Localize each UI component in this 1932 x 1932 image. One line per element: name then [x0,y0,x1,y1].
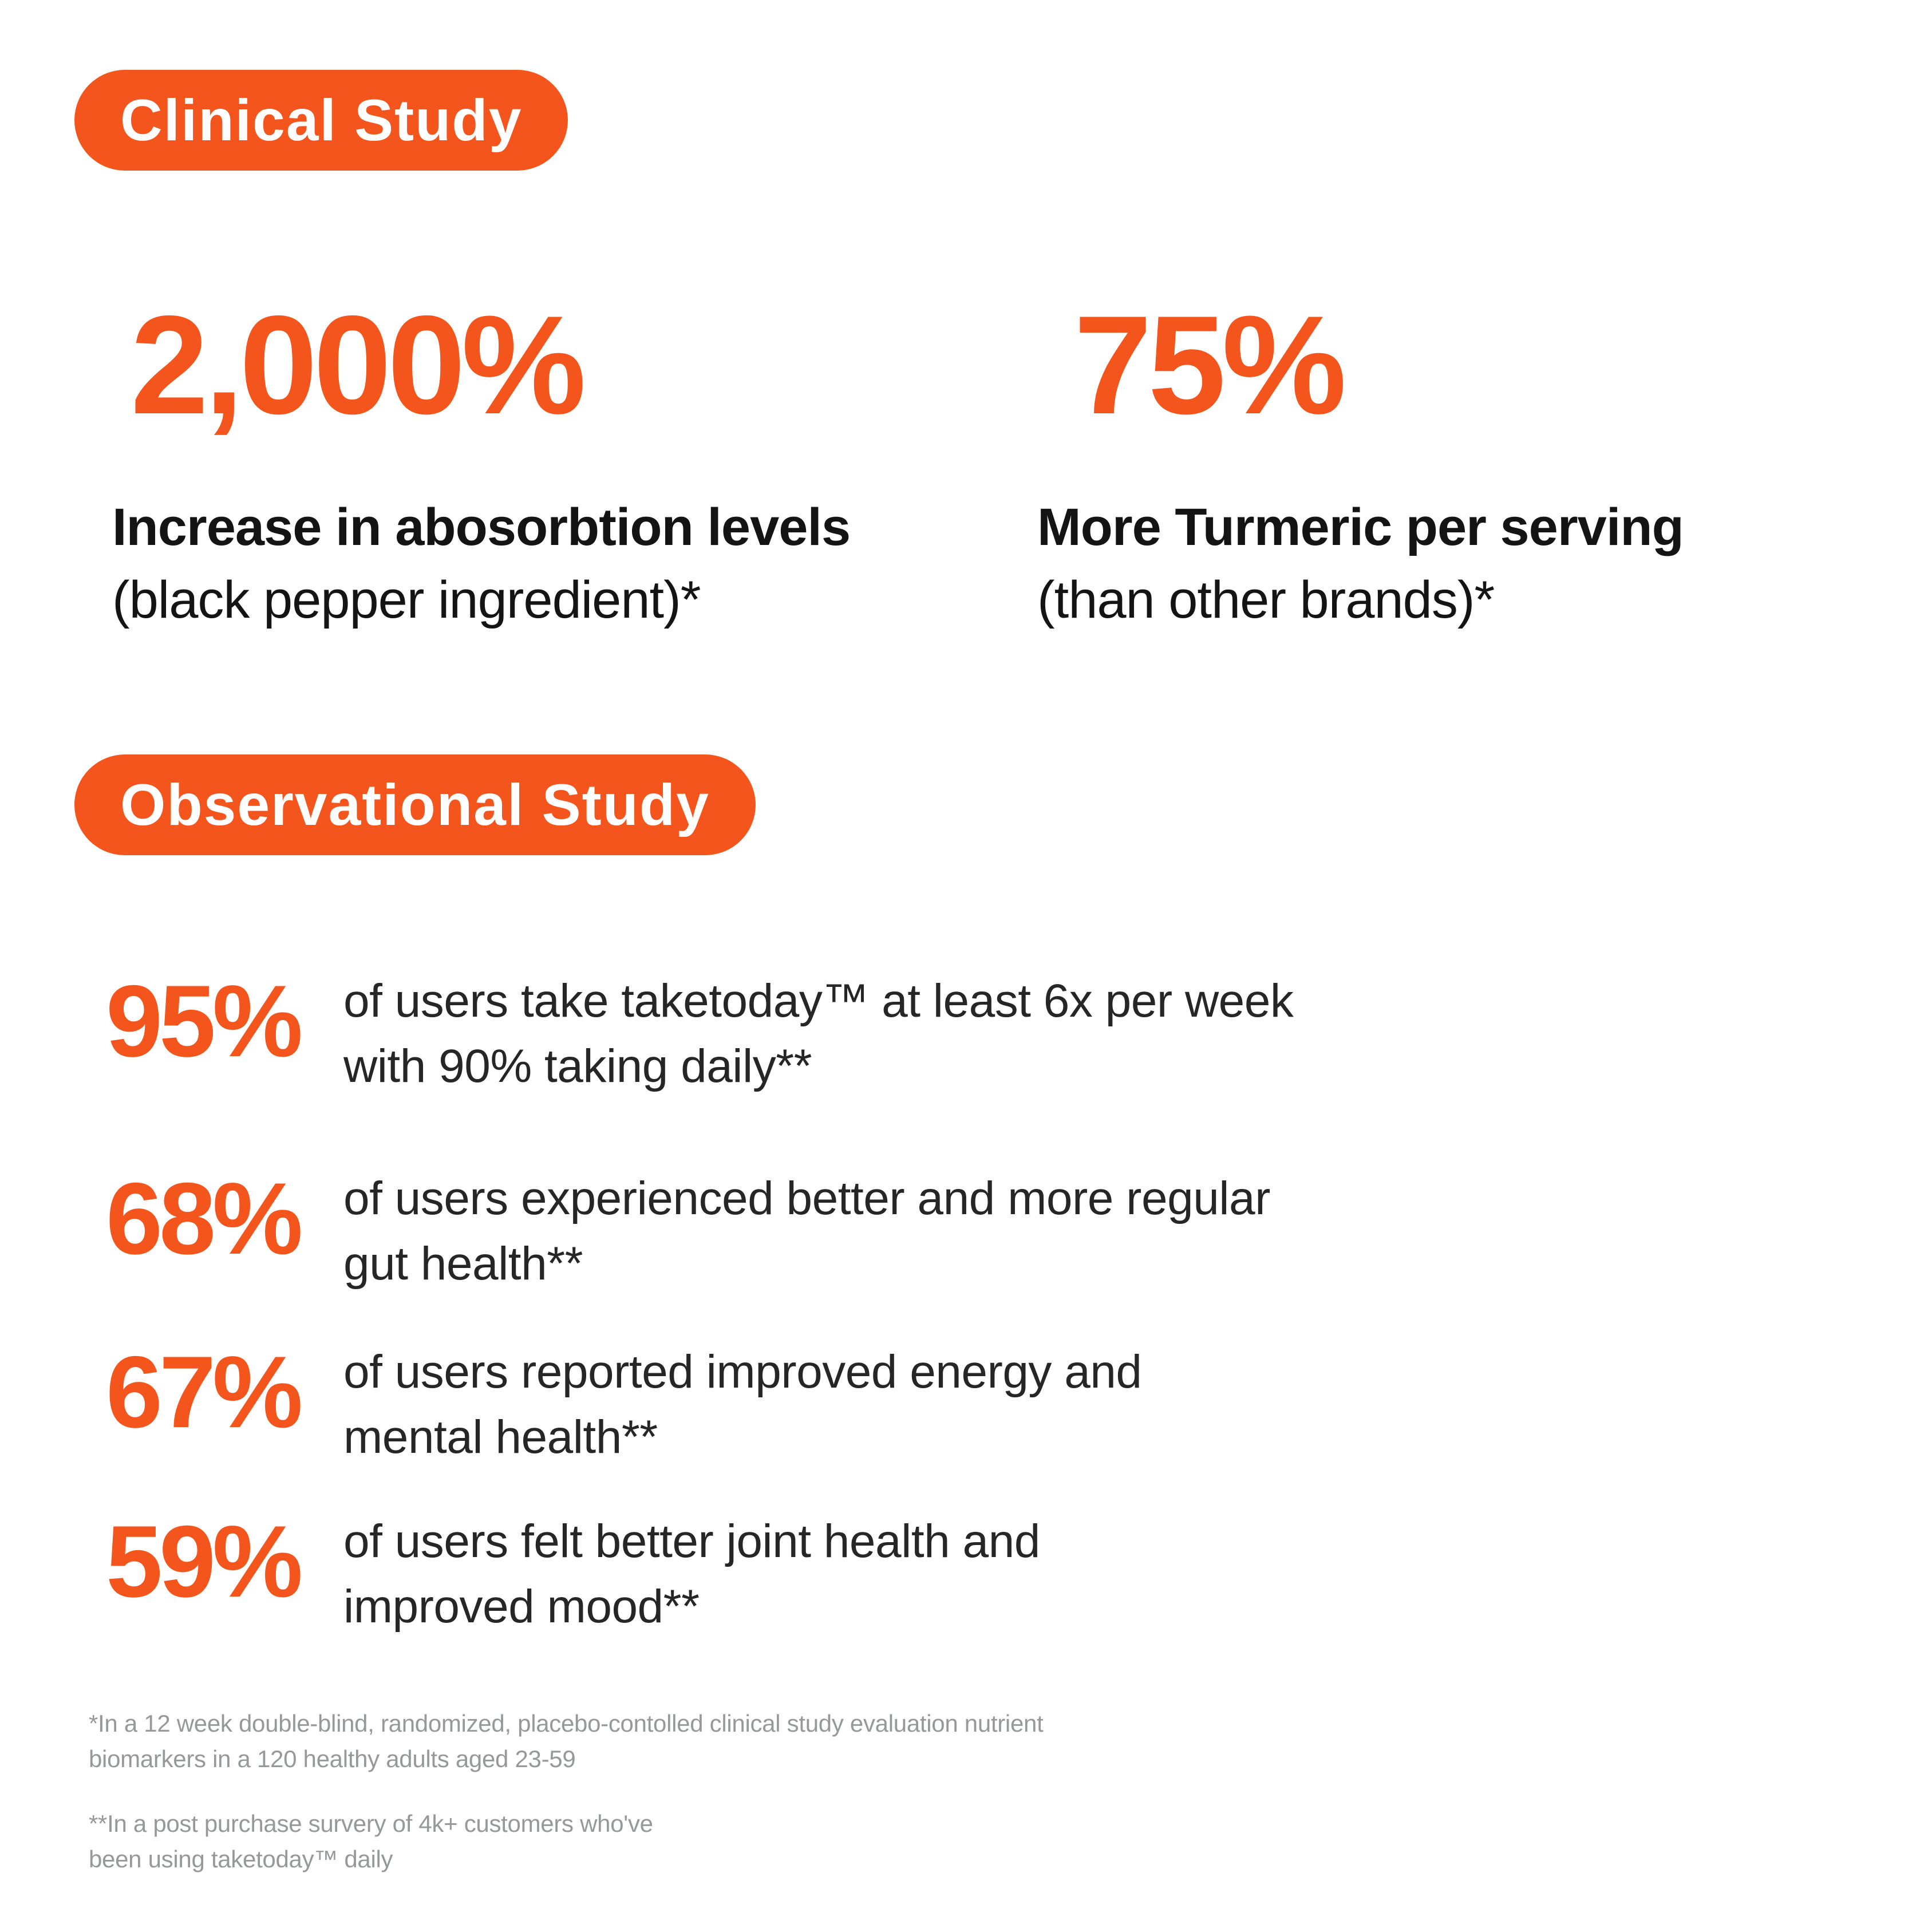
clinical-stat-1-subtitle: (black pepper ingredient)* [112,571,701,629]
stat-description-line2: with 90% taking daily** [343,1040,812,1092]
clinical-stat-2-value: 75% [1074,286,1346,443]
stat-description-line2: improved mood** [343,1581,700,1633]
clinical-stat-1-title: Increase in abosorbtion levels [112,498,851,556]
stat-description-line2: mental health** [343,1411,658,1463]
footnote-observational-line2: been using taketoday™ daily [89,1846,393,1872]
footnote-clinical-line2: biomarkers in a 120 healthy adults aged … [89,1745,576,1772]
stat-percent: 68% [106,1161,303,1275]
footnote-clinical: *In a 12 week double-blind, randomized, … [89,1706,1044,1777]
stat-percent: 59% [106,1504,303,1618]
stat-percent: 67% [106,1335,303,1449]
stat-description-line2: gut health** [343,1238,583,1290]
clinical-study-badge: Clinical Study [74,70,568,171]
clinical-stat-1-caption: Increase in abosorbtion levels (black pe… [112,491,851,637]
stat-description-line1: of users experienced better and more reg… [343,1172,1270,1224]
footnote-observational: **In a post purchase survery of 4k+ cust… [89,1806,653,1877]
stat-description-line1: of users felt better joint health and [343,1515,1040,1567]
stat-description-line1: of users take taketoday™ at least 6x per… [343,975,1294,1027]
stat-description: of users take taketoday™ at least 6x per… [343,969,1294,1099]
stat-description: of users felt better joint health and im… [343,1509,1040,1639]
footnote-clinical-line1: *In a 12 week double-blind, randomized, … [89,1710,1044,1737]
stat-description-line1: of users reported improved energy and [343,1346,1142,1398]
clinical-stat-2-caption: More Turmeric per serving (than other br… [1037,491,1684,637]
observational-study-badge: Observational Study [74,754,756,855]
footnote-observational-line1: **In a post purchase survery of 4k+ cust… [89,1810,653,1837]
stat-description: of users experienced better and more reg… [343,1166,1270,1297]
stat-description: of users reported improved energy and me… [343,1340,1142,1470]
clinical-stat-1-value: 2,000% [131,286,586,443]
clinical-stat-2-title: More Turmeric per serving [1037,498,1684,556]
clinical-stat-2-subtitle: (than other brands)* [1037,571,1495,629]
stat-percent: 95% [106,964,303,1078]
